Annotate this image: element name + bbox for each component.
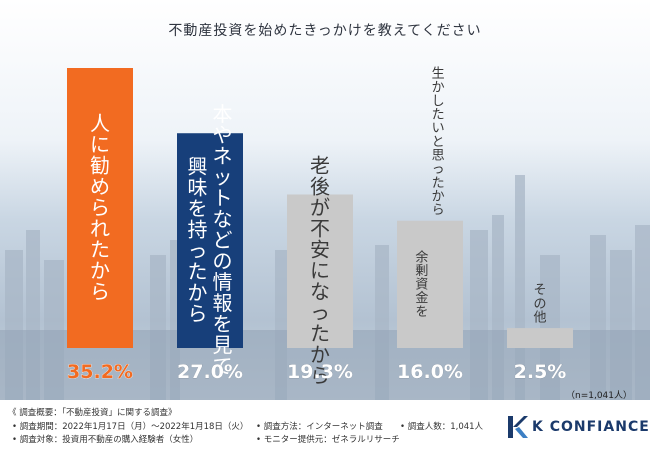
value-label-4: 16.0% [397, 361, 463, 383]
bar-1 [67, 68, 133, 348]
survey-method: • 調査方法：インターネット調査 [256, 422, 383, 432]
survey-target: • 調査対象：投資用不動産の購入経験者（女性） [12, 435, 199, 445]
company-logo: K CONFIANCE [506, 412, 649, 442]
logo-text: K CONFIANCE [532, 419, 650, 435]
survey-overview: 《 調査概要：「不動産投資」に関する調査》 [8, 408, 177, 418]
k-mark-icon [508, 416, 528, 438]
chart-title: 不動産投資を始めたきっかけを教えてください [168, 23, 482, 39]
bar-label-5-col-1: その他 [533, 283, 546, 325]
survey-count: • 調査人数：1,041人 [400, 422, 484, 432]
bar-label-3-col-1: 老後が不安になったから [310, 154, 330, 388]
bar-4 [397, 220, 463, 348]
survey-footer: 《 調査概要：「不動産投資」に関する調査》 • 調査期間：2022年1月17日（… [0, 401, 650, 450]
value-label-5: 2.5% [514, 361, 567, 383]
survey-provider: • モニター提供元：ゼネラルリサーチ [256, 435, 400, 445]
bar-label-4-col-1: 生かしたいと思ったから [432, 67, 445, 219]
bar-label-2-col-2: 興味を持ったから [188, 155, 208, 326]
bar-label-4-col-2: 余剰資金を [415, 249, 428, 320]
bar-2 [177, 133, 243, 348]
sample-size-note: （n=1,041人） [565, 391, 632, 401]
bar-label-2-col-1: 本やネットなどの情報を見て [213, 102, 233, 378]
value-label-1: 35.2% [67, 361, 133, 383]
bar-label-1-col-1: 人に勧められたから [90, 112, 110, 304]
bar-5 [507, 328, 573, 348]
value-label-2: 27.0% [177, 361, 243, 383]
value-label-3: 19.3% [287, 361, 353, 383]
bar-3 [287, 194, 353, 348]
survey-period: • 調査期間：2022年1月17日（月）～2022年1月18日（火） [12, 422, 249, 432]
